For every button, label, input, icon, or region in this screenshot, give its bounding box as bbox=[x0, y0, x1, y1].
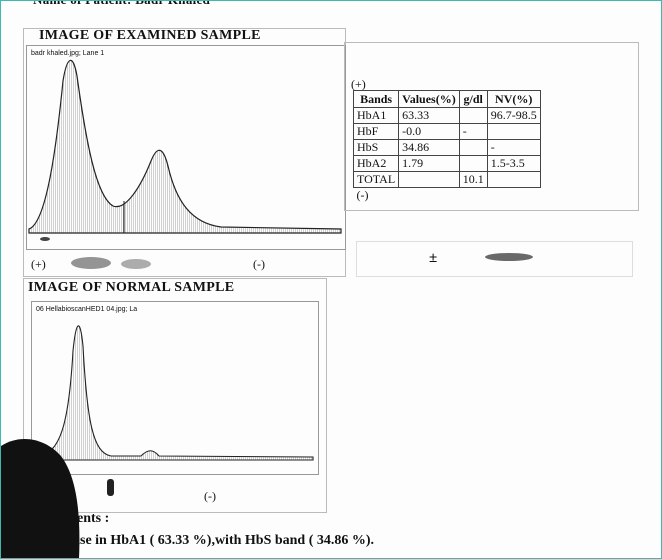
gel-band bbox=[71, 257, 111, 269]
examined-curve bbox=[29, 60, 341, 233]
normal-curve bbox=[36, 326, 313, 460]
page: Name of Patient: Badr Khaled IMAGE OF EX… bbox=[0, 0, 662, 559]
spot bbox=[40, 237, 50, 241]
gel-band bbox=[107, 479, 114, 496]
gel-band bbox=[121, 259, 151, 269]
graphics bbox=[1, 1, 661, 558]
gel-band bbox=[485, 253, 533, 261]
